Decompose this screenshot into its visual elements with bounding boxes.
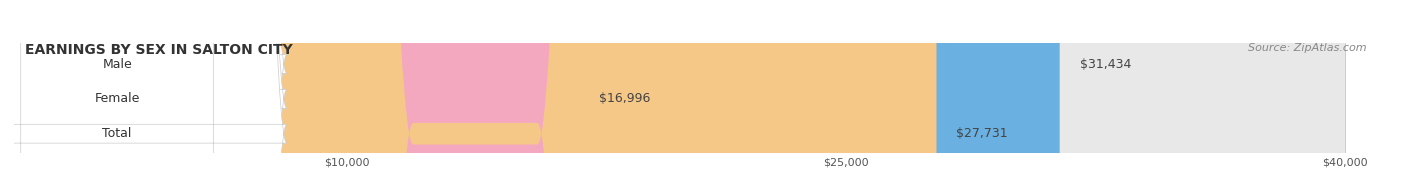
Text: Female: Female	[94, 92, 139, 105]
Text: Source: ZipAtlas.com: Source: ZipAtlas.com	[1249, 43, 1367, 53]
FancyBboxPatch shape	[0, 0, 287, 196]
FancyBboxPatch shape	[14, 0, 1344, 196]
Text: Male: Male	[103, 58, 132, 71]
FancyBboxPatch shape	[14, 0, 579, 196]
Text: $31,434: $31,434	[1080, 58, 1130, 71]
Text: Total: Total	[103, 127, 132, 140]
Text: $16,996: $16,996	[599, 92, 651, 105]
FancyBboxPatch shape	[0, 0, 287, 196]
Text: $27,731: $27,731	[956, 127, 1008, 140]
FancyBboxPatch shape	[14, 0, 1344, 196]
FancyBboxPatch shape	[14, 0, 1344, 196]
FancyBboxPatch shape	[14, 0, 1060, 196]
FancyBboxPatch shape	[0, 0, 287, 196]
Text: EARNINGS BY SEX IN SALTON CITY: EARNINGS BY SEX IN SALTON CITY	[25, 43, 292, 57]
FancyBboxPatch shape	[14, 0, 936, 196]
